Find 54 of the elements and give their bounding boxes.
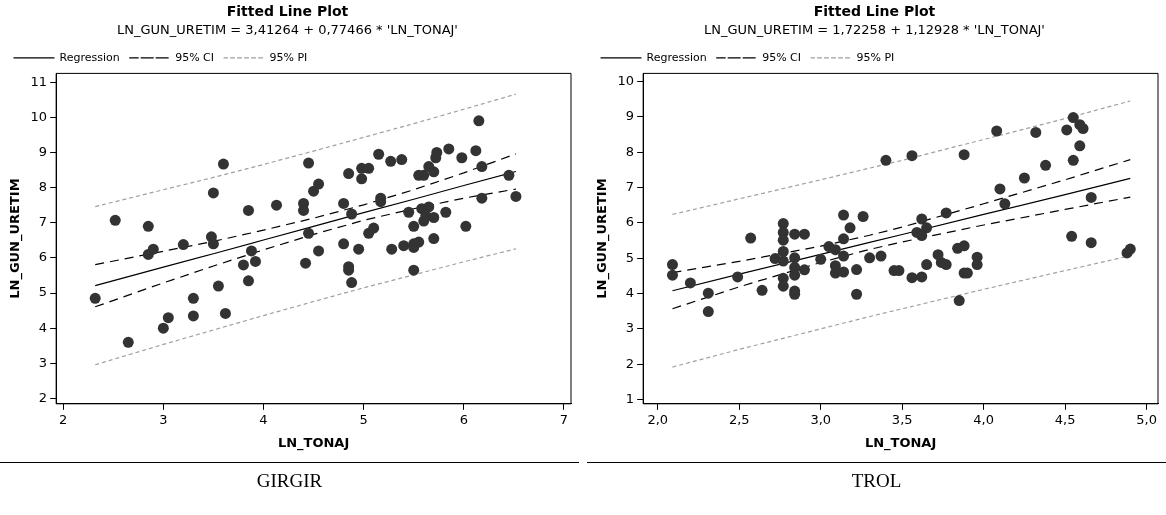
line-series (94, 248, 517, 366)
y-tick-label: 5 (625, 249, 635, 265)
legend-label: 95% CI (175, 50, 215, 64)
y-tick-label: 3 (38, 354, 48, 370)
y-tick-label: 10 (30, 108, 48, 124)
legend-label: Regression (59, 50, 120, 64)
chart-subtitle: LN_GUN_URETIM = 3,41264 + 0,77466 * 'LN_TONAJ' (117, 21, 458, 37)
y-tick-label: 9 (625, 108, 635, 124)
x-tick-label: 5,0 (1136, 411, 1157, 427)
y-tick-label: 11 (30, 73, 48, 89)
y-tick-label: 4 (625, 284, 635, 300)
line-series (94, 153, 517, 266)
y-tick-label: 10 (617, 72, 635, 88)
x-tick-label: 4,0 (973, 411, 995, 427)
x-tick-label: 6 (459, 411, 468, 427)
line-series (671, 100, 1131, 215)
x-tick-label: 3 (159, 411, 168, 427)
x-tick-label: 3,0 (810, 411, 832, 427)
x-tick-label: 2 (59, 411, 68, 427)
x-axis-title: LN_TONAJ (864, 434, 937, 451)
y-tick-label: 6 (38, 249, 48, 265)
chart-title: Fitted Line Plot (813, 3, 936, 20)
x-axis-title: LN_TONAJ (277, 434, 350, 451)
text: TROL (850, 470, 903, 492)
line-series (671, 196, 1131, 310)
legend-label: 95% PI (856, 50, 895, 64)
x-tick-label: 2,5 (728, 411, 750, 427)
y-axis-title: LN_GUN_URETIM (7, 178, 24, 299)
x-tick-label: 5 (359, 411, 368, 427)
x-tick-label: 3,5 (891, 411, 913, 427)
y-tick-label: 3 (625, 320, 635, 336)
y-tick-label: 1 (625, 390, 635, 406)
legend-label: Regression (646, 50, 707, 64)
line-series (94, 93, 517, 208)
x-tick-label: 7 (559, 411, 569, 427)
y-tick-label: 9 (38, 143, 48, 159)
x-tick-label: 4,5 (1054, 411, 1076, 427)
legend-label: 95% PI (269, 50, 308, 64)
y-tick-label: 2 (38, 389, 48, 405)
chart-subtitle: LN_GUN_URETIM = 1,72258 + 1,12928 * 'LN_TONAJ' (704, 21, 1045, 37)
y-tick-label: 6 (625, 214, 635, 230)
chart-title: Fitted Line Plot (226, 3, 349, 20)
y-tick-label: 7 (625, 178, 635, 194)
text: GIRGIR (255, 470, 324, 492)
y-tick-label: 7 (38, 214, 48, 230)
x-tick-label: 2,0 (647, 411, 669, 427)
x-tick-label: 4 (259, 411, 268, 427)
y-tick-label: 8 (38, 179, 48, 195)
y-tick-label: 5 (38, 284, 48, 300)
y-axis-title: LN_GUN_URETIM (594, 178, 611, 299)
y-tick-label: 4 (38, 319, 48, 335)
y-tick-label: 2 (625, 355, 635, 371)
legend-label: 95% CI (762, 50, 802, 64)
y-tick-label: 8 (625, 143, 635, 159)
